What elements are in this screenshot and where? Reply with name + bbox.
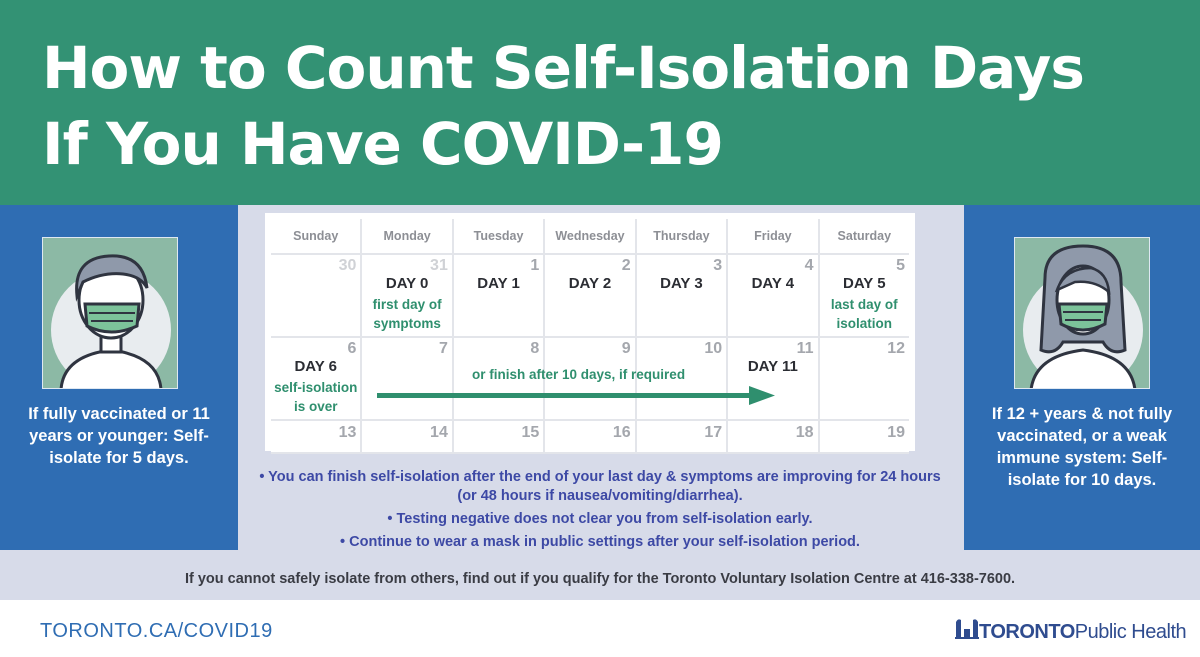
date-number: 7 <box>438 340 448 357</box>
date-number: 3 <box>713 257 723 274</box>
date-number: 11 <box>796 340 814 357</box>
day-note: last day of isolation <box>830 297 898 331</box>
day-label: DAY 1 <box>477 275 520 292</box>
calendar-cell: 4 DAY 4 <box>728 255 818 336</box>
calendar-cell: 31 DAY 0 first day of symptoms <box>362 255 452 336</box>
page-title: How to Count Self-Isolation Days If You … <box>42 30 1172 182</box>
day-label: DAY 3 <box>660 275 703 292</box>
bullet-item: • Testing negative does not clear you fr… <box>387 511 813 527</box>
date-number: 4 <box>804 257 814 274</box>
day-label: DAY 0 <box>385 275 429 292</box>
calendar-cell: 8 <box>453 338 544 419</box>
dayname-sunday: Sunday <box>271 219 361 253</box>
woman-mask-icon <box>1014 237 1150 389</box>
day-label: DAY 11 <box>747 358 798 375</box>
logo-public-health: Public Health <box>1074 621 1187 643</box>
date-number: 10 <box>704 340 723 357</box>
dayname-monday: Monday <box>362 219 452 253</box>
dayname-saturday: Saturday <box>819 219 909 253</box>
footer-bar <box>0 600 1200 657</box>
header-banner: How to Count Self-Isolation Days If You … <box>0 0 1200 205</box>
calendar-cell: 1 DAY 1 <box>453 255 544 336</box>
toronto-public-health-logo: TORONTO Public Health <box>955 617 1187 644</box>
calendar-cell: 5 DAY 5 last day of isolation <box>819 255 909 336</box>
day-label: DAY 5 <box>843 275 886 292</box>
date-number: 2 <box>621 257 631 274</box>
calendar-grid: Sunday Monday Tuesday Wednesday Thursday… <box>271 219 909 454</box>
title-line-2: If You Have COVID-19 <box>42 110 724 178</box>
day-label: DAY 2 <box>568 275 612 292</box>
dayname-friday: Friday <box>728 219 818 253</box>
day-label: DAY 4 <box>751 275 795 292</box>
guidance-bullets: • You can finish self-isolation after th… <box>250 468 950 556</box>
isolation-calendar: Sunday Monday Tuesday Wednesday Thursday… <box>265 213 915 454</box>
calendar-cell: 17 <box>636 421 727 452</box>
calendar-cell: 16 <box>545 421 635 452</box>
calendar-cell: 2 DAY 2 <box>545 255 635 336</box>
person-mask-icon <box>42 237 178 389</box>
logo-toronto: TORONTO <box>979 621 1075 643</box>
day-note: self-isolation is over <box>274 380 358 414</box>
date-number: 12 <box>887 340 905 357</box>
date-number: 9 <box>621 340 631 357</box>
date-number: 31 <box>430 257 448 274</box>
left-panel: If fully vaccinated or 11 years or young… <box>0 205 238 550</box>
covid-url-link[interactable]: TORONTO.CA/COVID19 <box>40 620 273 642</box>
dayname-wednesday: Wednesday <box>545 219 635 253</box>
arrow-caption: or finish after 10 days, if required <box>472 367 686 382</box>
date-number: 13 <box>338 424 357 441</box>
date-number: 1 <box>530 257 540 274</box>
date-number: 16 <box>612 424 631 441</box>
calendar-cell: 13 <box>271 421 361 452</box>
calendar-cell: 3 DAY 3 <box>636 255 727 336</box>
calendar-cell: 7 <box>362 338 452 419</box>
dayname-thursday: Thursday <box>636 219 727 253</box>
calendar-cell: 12 <box>819 338 909 419</box>
arrow-right-icon <box>371 383 781 413</box>
date-number: 19 <box>887 424 905 441</box>
calendar-cell: 9 <box>545 338 635 419</box>
day-label: DAY 6 <box>294 358 337 375</box>
date-number: 8 <box>530 340 540 357</box>
calendar-cell: 14 <box>362 421 452 452</box>
bullet-item: • Continue to wear a mask in public sett… <box>340 534 860 550</box>
calendar-cell: 30 <box>271 255 361 336</box>
dayname-tuesday: Tuesday <box>453 219 544 253</box>
right-panel-text: If 12 + years & not fully vaccinated, or… <box>991 405 1173 489</box>
date-number: 14 <box>430 424 448 441</box>
calendar-cell: 19 <box>819 421 909 452</box>
date-number: 5 <box>896 257 905 274</box>
calendar-cell: 18 <box>728 421 818 452</box>
left-panel-text: If fully vaccinated or 11 years or young… <box>28 405 210 467</box>
bullet-item: • You can finish self-isolation after th… <box>259 469 941 504</box>
calendar-cell: 6 DAY 6 self-isolation is over <box>271 338 361 419</box>
city-hall-icon <box>955 617 979 644</box>
date-number: 15 <box>521 424 540 441</box>
isolation-centre-note: If you cannot safely isolate from others… <box>184 571 1016 587</box>
title-line-1: How to Count Self-Isolation Days <box>42 34 1085 102</box>
day-note: first day of symptoms <box>372 297 442 331</box>
date-number: 6 <box>347 340 357 357</box>
date-number: 18 <box>795 424 814 441</box>
date-number: 17 <box>704 424 723 441</box>
date-number: 30 <box>338 257 357 274</box>
calendar-cell: 10 <box>636 338 727 419</box>
right-panel: If 12 + years & not fully vaccinated, or… <box>964 205 1200 550</box>
calendar-cell: 11 DAY 11 <box>728 338 818 419</box>
calendar-cell: 15 <box>453 421 544 452</box>
